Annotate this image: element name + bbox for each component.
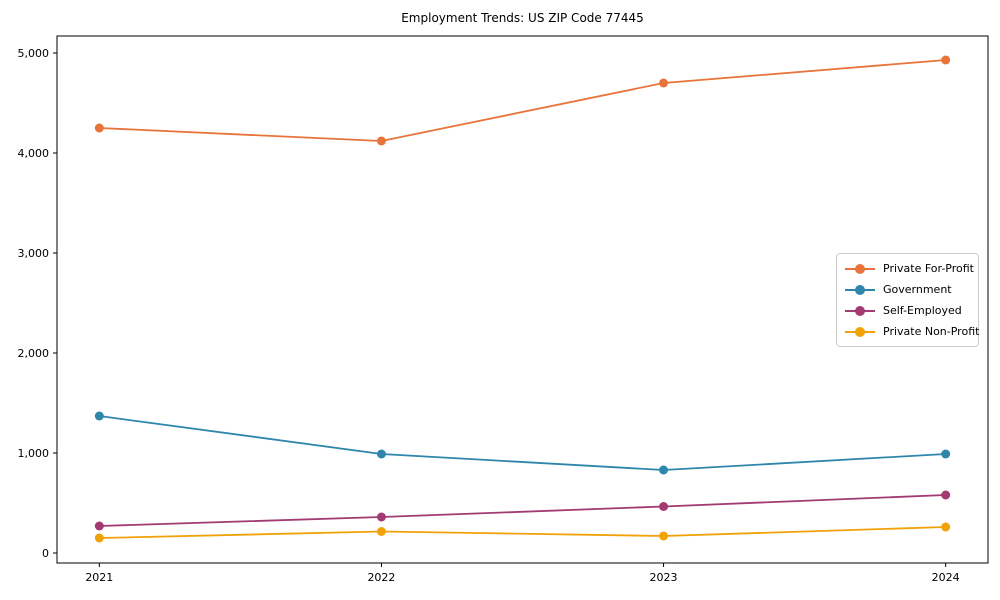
chart-title: Employment Trends: US ZIP Code 77445: [401, 11, 644, 25]
data-point-private-for-profit: [94, 123, 104, 133]
legend-item-government: Government: [845, 281, 970, 298]
series-line-private-for-profit: [99, 59, 946, 142]
legend-line-marker-icon: [845, 284, 875, 295]
legend-item-self-employed: Self-Employed: [845, 302, 970, 319]
legend-line-marker-icon: [845, 263, 875, 274]
y-axis-tick-label: 3,000: [18, 247, 50, 260]
legend-item-private-non-profit: Private Non-Profit: [845, 323, 979, 340]
data-point-government: [376, 449, 386, 459]
data-point-private-for-profit: [659, 78, 669, 88]
data-point-private-for-profit: [376, 136, 386, 146]
data-point-private-for-profit: [941, 55, 951, 65]
legend-label: Private For-Profit: [883, 262, 974, 275]
y-axis-tick-label: 4,000: [18, 147, 50, 160]
y-axis-tick-label: 2,000: [18, 347, 50, 360]
x-axis-tick-label: 2023: [650, 571, 678, 584]
legend-item-private-for-profit: Private For-Profit: [845, 260, 974, 277]
plot-frame: [56, 35, 989, 564]
x-axis-tick-label: 2024: [932, 571, 960, 584]
y-axis-tick-label: 1,000: [18, 447, 50, 460]
data-point-private-non-profit: [941, 522, 951, 532]
legend-label: Self-Employed: [883, 304, 962, 317]
x-axis-tick-label: 2022: [367, 571, 395, 584]
data-point-self-employed: [94, 521, 104, 531]
x-axis-tick-label: 2021: [85, 571, 113, 584]
data-point-self-employed: [659, 502, 669, 511]
legend-label: Private Non-Profit: [883, 325, 980, 338]
data-point-private-non-profit: [376, 527, 386, 536]
data-point-private-non-profit: [94, 533, 104, 543]
y-axis-tick-label: 0: [42, 547, 49, 560]
data-point-government: [94, 411, 104, 421]
series-line-self-employed: [99, 494, 946, 527]
legend-line-marker-icon: [845, 326, 875, 337]
data-point-self-employed: [376, 512, 386, 522]
series-line-government: [99, 415, 946, 471]
y-axis-tick-label: 5,000: [18, 47, 50, 60]
data-point-government: [659, 465, 669, 475]
legend-line-marker-icon: [845, 305, 875, 316]
data-point-government: [941, 449, 951, 459]
series-line-private-non-profit: [99, 526, 946, 539]
data-point-self-employed: [941, 490, 951, 500]
data-point-private-non-profit: [659, 531, 669, 541]
legend-label: Government: [883, 283, 952, 296]
legend: Private For-Profit Government Self-Employe…: [836, 253, 979, 347]
